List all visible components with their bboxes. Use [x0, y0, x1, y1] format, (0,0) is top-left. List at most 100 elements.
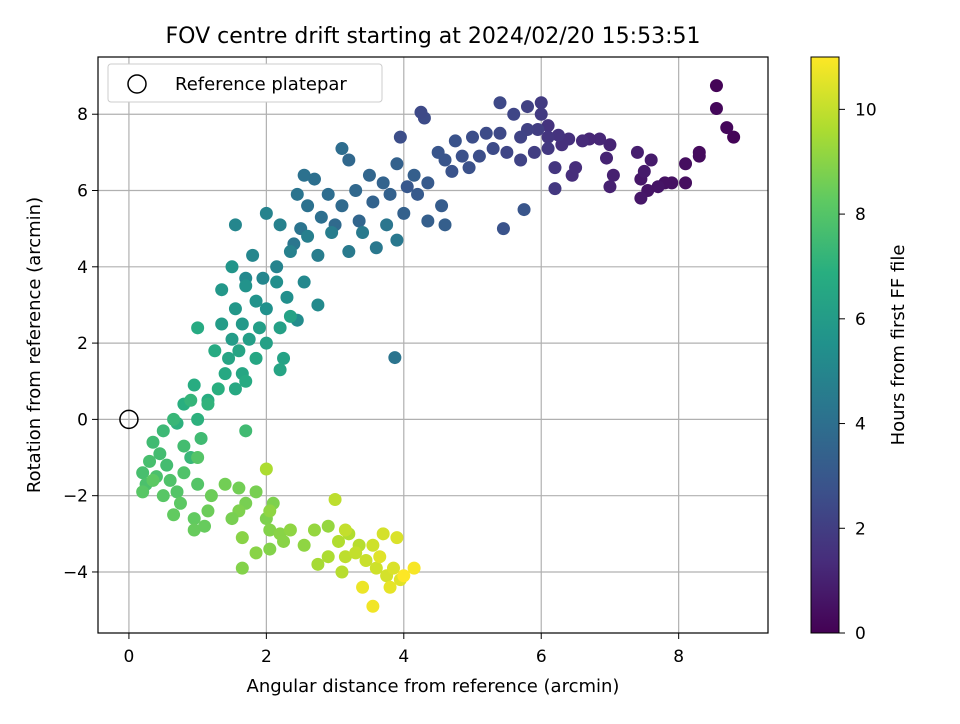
data-point: [297, 168, 311, 182]
data-point: [390, 157, 404, 171]
legend-marker-icon: [127, 74, 147, 94]
data-point: [263, 542, 277, 556]
colorbar-tick-label: 6: [855, 310, 866, 330]
data-point: [239, 279, 253, 293]
data-point: [270, 260, 284, 274]
data-point: [400, 180, 414, 194]
data-point: [414, 105, 428, 119]
data-point: [211, 382, 225, 396]
data-point: [486, 142, 500, 156]
data-point: [167, 508, 181, 522]
data-point: [249, 294, 263, 308]
data-point: [727, 130, 741, 144]
data-point: [383, 187, 397, 201]
data-points: [136, 79, 741, 613]
colorbar-tick-label: 0: [855, 624, 866, 644]
data-point: [448, 134, 462, 148]
data-point: [187, 378, 201, 392]
data-point: [541, 142, 555, 156]
data-point: [270, 275, 284, 289]
data-point: [637, 164, 651, 178]
data-point: [218, 367, 232, 381]
data-point: [349, 184, 363, 198]
data-point: [263, 523, 277, 537]
data-point: [215, 283, 229, 297]
data-point: [692, 149, 706, 163]
data-point: [225, 332, 239, 346]
data-point: [356, 580, 370, 594]
data-point: [709, 101, 723, 115]
data-point: [201, 504, 215, 518]
data-point: [534, 107, 548, 121]
data-point: [259, 336, 273, 350]
data-point: [388, 351, 402, 365]
data-point: [362, 168, 376, 182]
data-point: [332, 534, 346, 548]
colorbar-label: Hours from first FF file: [888, 245, 909, 446]
data-point: [397, 206, 411, 220]
data-point: [277, 351, 291, 365]
data-point: [242, 332, 256, 346]
data-point: [407, 168, 421, 182]
data-point: [177, 466, 191, 480]
data-point: [283, 309, 297, 323]
data-point: [514, 130, 528, 144]
data-point: [472, 149, 486, 163]
data-point: [393, 130, 407, 144]
x-tick-label: 8: [673, 647, 684, 667]
colorbar-tick-label: 8: [855, 205, 866, 225]
data-point: [297, 275, 311, 289]
data-point: [256, 271, 270, 285]
data-point: [232, 481, 246, 495]
data-point: [356, 225, 370, 239]
data-point: [194, 431, 208, 445]
y-tick-label: 4: [77, 258, 88, 278]
data-point: [338, 523, 352, 537]
data-point: [349, 546, 363, 560]
data-point: [259, 302, 273, 316]
data-point: [208, 344, 222, 358]
data-point: [496, 222, 510, 236]
data-point: [228, 382, 242, 396]
data-point: [466, 130, 480, 144]
x-axis-ticks: 0 2 4 6 8: [124, 633, 684, 667]
data-point: [307, 523, 321, 537]
colorbar-tick-label: 10: [855, 100, 877, 120]
data-point: [321, 550, 335, 564]
data-point: [390, 233, 404, 247]
data-point: [366, 538, 380, 552]
data-point: [280, 290, 294, 304]
legend-box: [107, 63, 383, 103]
data-point: [342, 245, 356, 259]
x-tick-label: 0: [124, 647, 135, 667]
data-point: [335, 565, 349, 579]
data-point: [225, 512, 239, 526]
data-point: [338, 550, 352, 564]
data-point: [283, 245, 297, 259]
data-point: [500, 145, 514, 159]
data-point: [325, 225, 339, 239]
data-point: [369, 241, 383, 255]
data-point: [438, 218, 452, 232]
data-point: [314, 210, 328, 224]
data-point: [153, 447, 167, 461]
data-point: [352, 214, 366, 228]
data-point: [679, 176, 693, 190]
data-point: [263, 504, 277, 518]
data-point: [651, 180, 665, 194]
y-tick-label: 8: [77, 105, 88, 125]
data-point: [493, 96, 507, 110]
data-point: [198, 519, 212, 533]
data-point: [143, 454, 157, 468]
data-point: [369, 561, 383, 575]
data-point: [222, 351, 236, 365]
data-point: [184, 393, 198, 407]
data-point: [376, 176, 390, 190]
data-point: [600, 151, 614, 165]
colorbar-ticks: 0 2 4 6 8 10: [839, 100, 877, 644]
data-point: [514, 153, 528, 167]
data-point: [366, 599, 380, 613]
data-point: [273, 321, 287, 335]
colorbar-gradient: [810, 56, 840, 634]
data-point: [534, 96, 548, 110]
